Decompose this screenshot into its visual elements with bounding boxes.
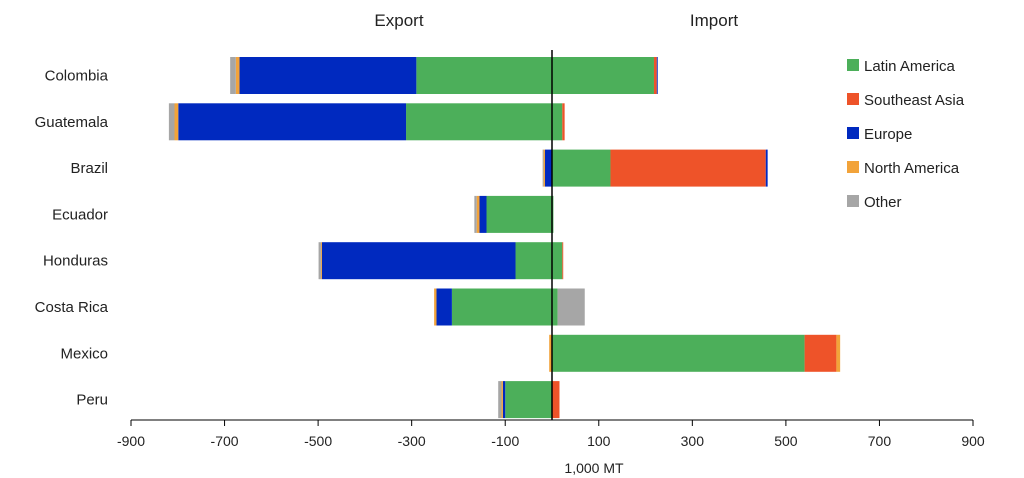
bar-export-peru-other: [498, 381, 502, 419]
bar-import-honduras-southeast-asia: [562, 242, 564, 280]
bar-export-brazil-north-america: [543, 149, 545, 187]
x-tick-label: -500: [304, 433, 332, 449]
bar-import-mexico-north-america: [836, 334, 841, 372]
category-label-ecuador: Ecuador: [52, 206, 108, 223]
bar-import-guatemala-southeast-asia: [562, 103, 565, 141]
bar-export-brazil-europe: [544, 149, 552, 187]
legend-swatch-latin-america: [847, 59, 859, 71]
import-header: Import: [690, 11, 738, 30]
legend: Latin America Southeast Asia Europe North A…: [847, 58, 965, 211]
legend-swatch-southeast-asia: [847, 93, 859, 105]
bar-export-ecuador-latin-america: [486, 195, 552, 233]
legend-label-north-america: North America: [864, 160, 960, 177]
bar-export-costa-rica-europe: [436, 288, 452, 326]
x-tick-label: 900: [961, 433, 985, 449]
bar-import-colombia-southeast-asia: [653, 57, 657, 94]
bar-import-costa-rica-other: [557, 288, 585, 326]
bar-import-brazil-southeast-asia: [610, 149, 766, 187]
x-tick-label: -700: [211, 433, 239, 449]
bar-import-guatemala-latin-america: [552, 103, 563, 141]
bar-import-mexico-latin-america: [552, 334, 805, 372]
bar-export-colombia-latin-america: [416, 57, 552, 94]
category-label-brazil: Brazil: [70, 160, 108, 177]
category-label-honduras: Honduras: [43, 253, 108, 270]
bar-export-honduras-north-america: [320, 242, 322, 280]
bar-import-peru-southeast-asia: [552, 381, 560, 419]
bar-export-costa-rica-north-america: [434, 288, 437, 326]
x-tick-label: 300: [681, 433, 705, 449]
bars-group: [168, 57, 841, 419]
x-tick-label: -100: [491, 433, 519, 449]
bar-export-colombia-north-america: [235, 57, 240, 94]
x-tick-label: 500: [774, 433, 798, 449]
bar-export-honduras-other: [318, 242, 321, 280]
bar-export-mexico-north-america: [549, 334, 552, 372]
legend-label-latin-america: Latin America: [864, 58, 956, 75]
legend-label-europe: Europe: [864, 126, 912, 143]
legend-swatch-europe: [847, 127, 859, 139]
bar-import-colombia-europe: [656, 57, 658, 94]
category-label-guatemala: Guatemala: [35, 114, 109, 131]
legend-swatch-other: [847, 195, 859, 207]
bar-export-peru-north-america: [501, 381, 503, 419]
bar-export-brazil-other: [542, 149, 544, 187]
x-axis-label: 1,000 MT: [564, 460, 624, 476]
category-label-costa-rica: Costa Rica: [35, 299, 109, 316]
x-axis: -900 -700 -500 -300 -100 100 300 500 700 900: [117, 419, 985, 449]
bar-export-costa-rica-latin-america: [451, 288, 552, 326]
x-tick-label: 100: [587, 433, 611, 449]
x-tick-label: -300: [398, 433, 426, 449]
legend-swatch-north-america: [847, 161, 859, 173]
bar-export-colombia-europe: [239, 57, 417, 94]
category-labels: Colombia Guatemala Brazil Ecuador Honduras Co…: [35, 68, 109, 409]
bar-export-peru-latin-america: [505, 381, 552, 419]
export-header: Export: [374, 11, 423, 30]
bar-import-mexico-southeast-asia: [804, 334, 837, 372]
bar-import-brazil-europe: [765, 149, 768, 187]
category-label-mexico: Mexico: [60, 345, 108, 362]
legend-label-southeast-asia: Southeast Asia: [864, 92, 965, 109]
bar-export-colombia-other: [230, 57, 236, 94]
x-tick-label: -900: [117, 433, 145, 449]
category-label-colombia: Colombia: [45, 68, 109, 85]
bar-export-guatemala-latin-america: [406, 103, 552, 141]
bar-import-colombia-latin-america: [552, 57, 654, 94]
bar-export-guatemala-europe: [178, 103, 407, 141]
bar-export-peru-europe: [502, 381, 506, 419]
bar-export-guatemala-north-america: [174, 103, 179, 141]
bar-export-honduras-latin-america: [515, 242, 552, 280]
bar-export-guatemala-other: [168, 103, 175, 141]
bar-export-honduras-europe: [321, 242, 516, 280]
x-tick-label: 700: [868, 433, 892, 449]
legend-label-other: Other: [864, 194, 902, 211]
bar-export-ecuador-europe: [479, 195, 487, 233]
bar-export-ecuador-other: [474, 195, 477, 233]
category-label-peru: Peru: [76, 392, 108, 409]
bar-export-ecuador-north-america: [476, 195, 480, 233]
bar-import-brazil-latin-america: [552, 149, 611, 187]
bar-import-honduras-latin-america: [552, 242, 563, 280]
bar-import-costa-rica-latin-america: [552, 288, 558, 326]
